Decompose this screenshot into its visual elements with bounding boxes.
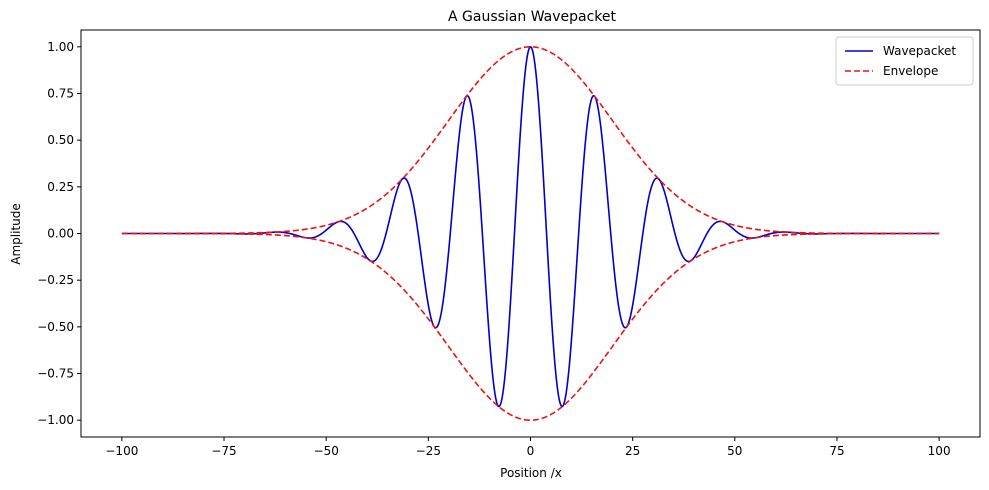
x-tick-label: −100: [105, 444, 138, 458]
y-axis-label: Amplitude: [9, 203, 23, 265]
y-tick-label: 0.50: [47, 133, 74, 147]
series-line-envelope-lower: [121, 232, 940, 421]
y-tick-label: −0.50: [37, 320, 74, 334]
legend-box: [835, 36, 974, 86]
y-tick-label: −0.25: [37, 273, 74, 287]
x-axis-label: Position /x: [500, 466, 562, 480]
y-tick-label: −1.00: [37, 413, 74, 427]
x-tick-label: 0: [527, 444, 535, 458]
chart-title: A Gaussian Wavepacket: [448, 9, 617, 25]
y-axis-ticks: −1.00 −0.75 −0.50 −0.25 0.00 0.25 0.50 0.75 1.00: [37, 40, 81, 427]
y-tick-label: 0.75: [47, 86, 74, 100]
x-tick-label: −75: [211, 444, 236, 458]
y-tick-label: 1.00: [47, 40, 74, 54]
x-tick-label: −25: [416, 444, 441, 458]
x-tick-label: 25: [625, 444, 640, 458]
y-tick-label: −0.75: [37, 367, 74, 381]
x-tick-label: 100: [928, 444, 951, 458]
y-tick-label: 0.25: [47, 180, 74, 194]
series-layer: [121, 46, 940, 421]
legend-label-envelope: Envelope: [883, 64, 938, 78]
legend: Wavepacket Envelope: [835, 36, 974, 86]
legend-label-wavepacket: Wavepacket: [883, 44, 956, 58]
y-tick-label: 0.00: [47, 227, 74, 241]
x-tick-label: 50: [727, 444, 742, 458]
series-line-envelope-upper: [121, 46, 940, 235]
x-tick-label: −50: [314, 444, 339, 458]
x-axis-ticks: −100 −75 −50 −25 0 25 50 75 100: [105, 437, 951, 458]
x-tick-label: 75: [829, 444, 844, 458]
